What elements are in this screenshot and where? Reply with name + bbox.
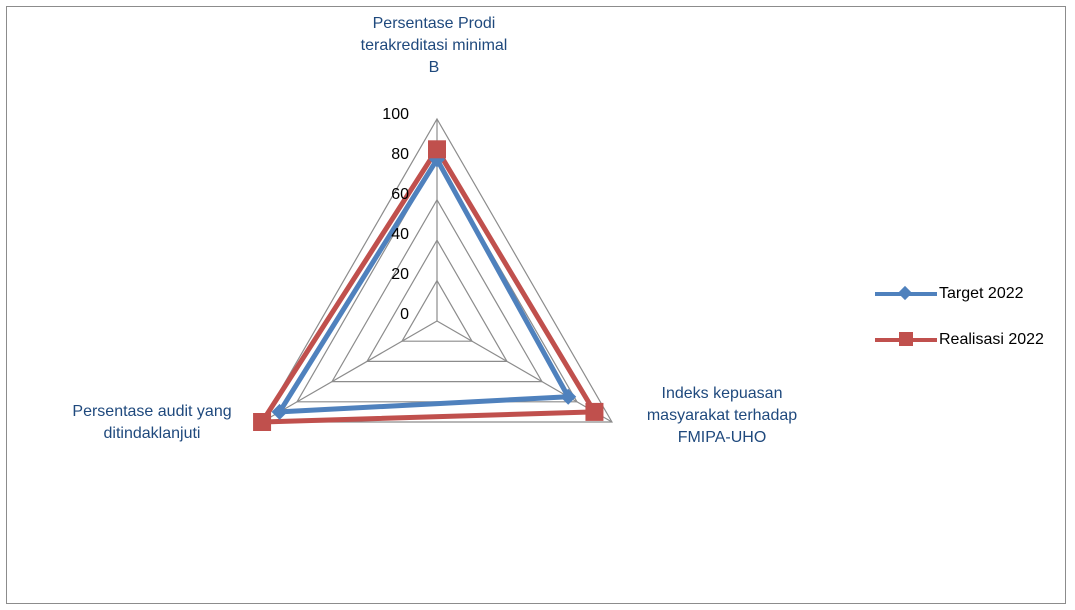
legend-label-realisasi: Realisasi 2022: [939, 331, 1044, 348]
grid-ring-40: [365, 238, 509, 362]
radial-tick-60: 60: [391, 186, 409, 203]
radial-tick-40: 40: [391, 226, 409, 243]
chart-area: Persentase Prodi terakreditasi minimal B…: [6, 6, 1066, 604]
series-1-marker-2: [253, 413, 272, 431]
series-0-marker-1: [560, 388, 577, 405]
axis-label-right: Indeks kepuasan masyarakat terhadap FMIP…: [646, 385, 798, 446]
grid-ring-20: [400, 279, 474, 342]
radial-tick-80: 80: [391, 146, 409, 163]
axis-spoke-2: [261, 320, 438, 423]
series-1-marker-0: [428, 140, 446, 159]
grid-ring-100: [261, 117, 613, 423]
axis-label-left: Persentase audit yang ditindaklanjuti: [72, 403, 232, 442]
radial-tick-20: 20: [391, 266, 409, 283]
series-1-marker-1: [585, 402, 604, 421]
radial-tick-0: 0: [400, 306, 409, 323]
radar-chart: [253, 117, 613, 431]
axis-spoke-1: [436, 320, 613, 423]
radial-tick-100: 100: [382, 106, 409, 123]
legend-label-target: Target 2022: [939, 285, 1024, 302]
legend-marker-realisasi: [899, 332, 913, 346]
grid-ring-60: [330, 198, 544, 383]
axis-label-top: Persentase Prodi terakreditasi minimal B: [360, 15, 508, 76]
series-line-0: [277, 156, 571, 415]
series-line-1: [259, 146, 597, 425]
series-0-marker-2: [271, 403, 288, 420]
